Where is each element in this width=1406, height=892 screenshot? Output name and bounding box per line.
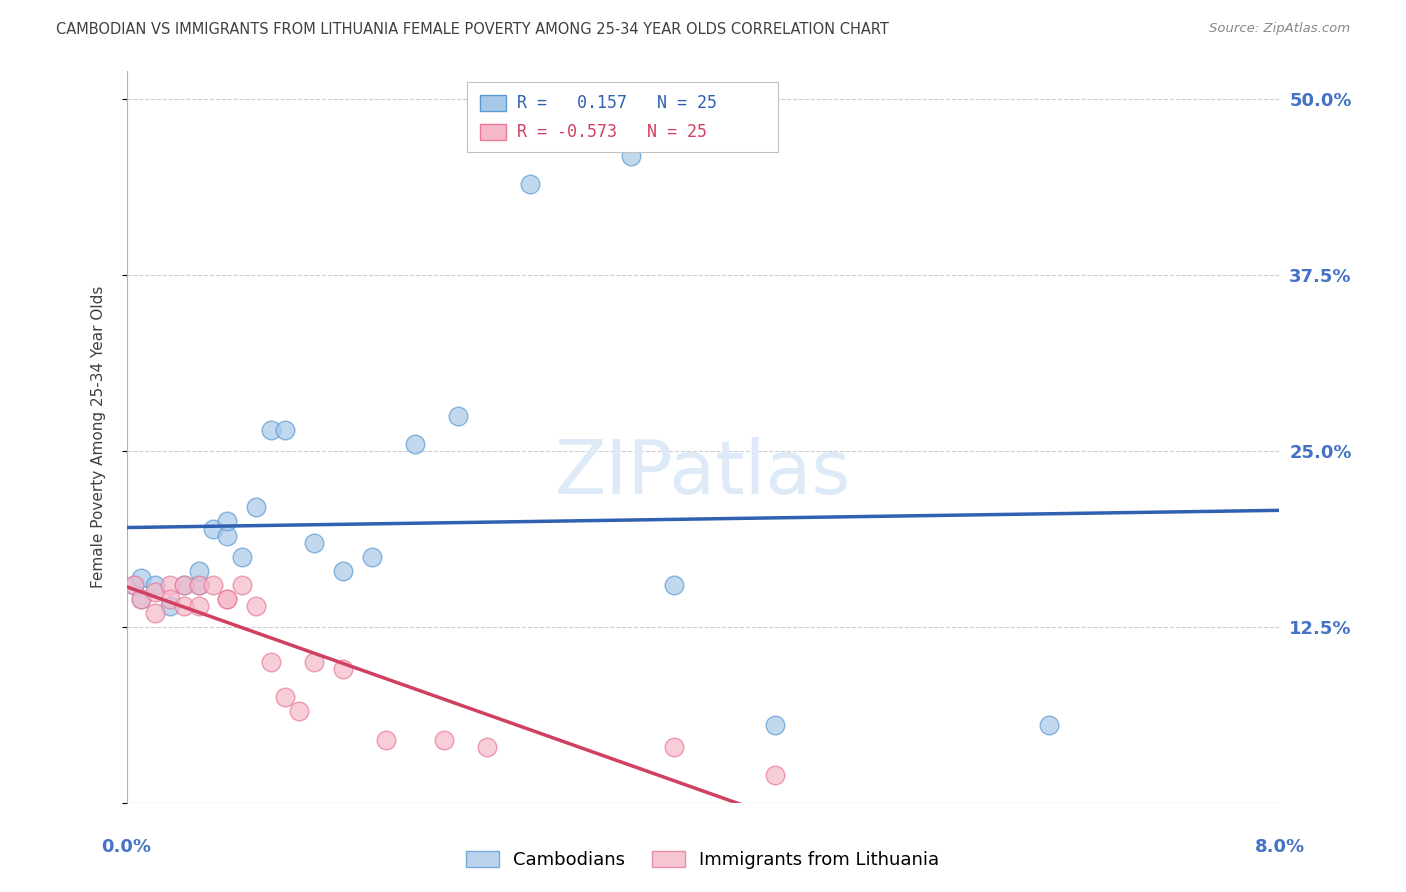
Point <box>763 718 786 732</box>
Point <box>664 578 686 592</box>
Text: CAMBODIAN VS IMMIGRANTS FROM LITHUANIA FEMALE POVERTY AMONG 25-34 YEAR OLDS CORR: CAMBODIAN VS IMMIGRANTS FROM LITHUANIA F… <box>56 22 889 37</box>
Point <box>129 571 152 585</box>
Point <box>145 584 166 599</box>
Point <box>763 767 786 781</box>
Point <box>360 549 382 564</box>
Point <box>475 739 498 754</box>
Point <box>145 606 166 620</box>
Point <box>664 739 686 754</box>
Point <box>129 591 152 606</box>
Point <box>519 177 541 191</box>
FancyBboxPatch shape <box>467 82 778 152</box>
Point <box>187 578 209 592</box>
Point <box>302 535 325 549</box>
Point <box>217 591 239 606</box>
Text: Source: ZipAtlas.com: Source: ZipAtlas.com <box>1209 22 1350 36</box>
Text: 8.0%: 8.0% <box>1254 838 1305 856</box>
Point <box>404 437 426 451</box>
Point <box>217 528 239 542</box>
Text: ZIPatlas: ZIPatlas <box>555 437 851 510</box>
Point <box>332 564 354 578</box>
Point <box>173 578 195 592</box>
Point <box>129 591 152 606</box>
Point <box>374 732 396 747</box>
Point <box>231 549 253 564</box>
Point <box>202 521 225 535</box>
Point <box>433 732 456 747</box>
Legend: Cambodians, Immigrants from Lithuania: Cambodians, Immigrants from Lithuania <box>457 842 949 879</box>
Point <box>620 149 643 163</box>
Point <box>173 599 195 613</box>
Text: 0.0%: 0.0% <box>101 838 152 856</box>
Point <box>274 423 297 437</box>
Point <box>217 591 239 606</box>
Point <box>187 578 209 592</box>
Point <box>245 599 267 613</box>
Point <box>259 423 281 437</box>
Point <box>122 578 145 592</box>
Point <box>187 599 209 613</box>
Point <box>245 500 267 515</box>
Point <box>1038 718 1060 732</box>
Point <box>173 578 195 592</box>
Text: R =   0.157   N = 25: R = 0.157 N = 25 <box>517 94 717 112</box>
Point <box>302 655 325 669</box>
Point <box>231 578 253 592</box>
Text: R = -0.573   N = 25: R = -0.573 N = 25 <box>517 123 707 141</box>
Point <box>187 564 209 578</box>
Point <box>332 662 354 676</box>
Point <box>217 515 239 529</box>
Point <box>202 578 225 592</box>
Bar <box>481 95 506 111</box>
Point <box>447 409 470 423</box>
Point <box>259 655 281 669</box>
Y-axis label: Female Poverty Among 25-34 Year Olds: Female Poverty Among 25-34 Year Olds <box>91 286 105 588</box>
Point <box>159 591 181 606</box>
Point <box>159 578 181 592</box>
Point <box>288 705 311 719</box>
Point <box>274 690 297 705</box>
Point <box>122 578 145 592</box>
Point <box>145 578 166 592</box>
Point <box>159 599 181 613</box>
Bar <box>481 124 506 140</box>
